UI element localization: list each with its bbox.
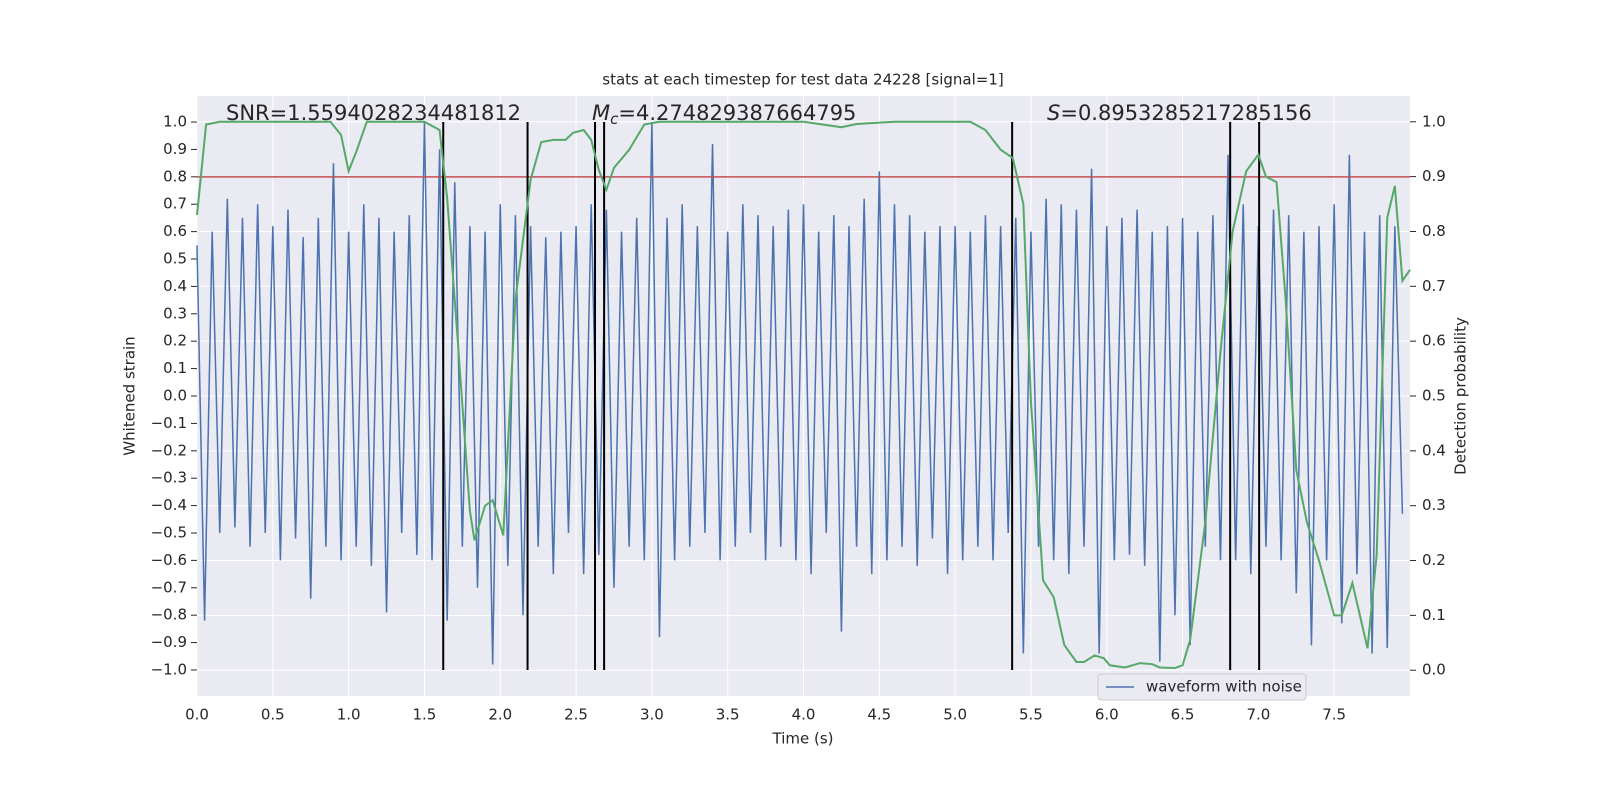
annotation: Mc=4.274829387664795: [592, 101, 856, 128]
annotation: SNR=1.5594028234481812: [226, 101, 521, 125]
series-line: [196, 122, 1404, 665]
y-tick-label: 0.4: [163, 277, 187, 295]
y-tick-label: −0.5: [151, 523, 187, 541]
x-tick-label: 7.0: [1246, 706, 1270, 724]
annotation-subscript: c: [610, 110, 619, 128]
y-tick-label: −1.0: [151, 660, 187, 678]
y-tick-label: 0.5: [163, 250, 187, 268]
x-tick-label: 0.0: [185, 706, 209, 724]
y2-tick-label: 0.1: [1422, 606, 1446, 624]
y-tick-label: −0.9: [151, 633, 187, 651]
y-tick-label: −0.4: [151, 496, 187, 514]
legend-box: [1097, 673, 1307, 701]
annotation-symbol: S: [1047, 101, 1060, 125]
y2-tick-label: 0.8: [1422, 222, 1446, 240]
x-tick-label: 6.0: [1095, 706, 1119, 724]
y2-tick-label: 0.6: [1422, 332, 1446, 350]
annotation-text: =0.8953285217285156: [1060, 101, 1311, 125]
y-tick-label: −0.6: [151, 551, 187, 569]
y2-tick-label: 0.5: [1422, 387, 1446, 405]
chart-title: stats at each timestep for test data 242…: [602, 71, 1003, 89]
x-tick-label: 5.5: [1019, 706, 1043, 724]
annotation-text: =4.274829387664795: [618, 101, 856, 125]
y-axis-label: Whitened strain: [121, 336, 139, 455]
annotation-symbol: M: [592, 101, 610, 125]
x-tick-label: 0.5: [261, 706, 285, 724]
y2-tick-label: 0.3: [1422, 496, 1446, 514]
x-tick-label: 3.0: [640, 706, 664, 724]
x-axis-label: Time (s): [772, 730, 834, 748]
y-tick-label: 0.8: [163, 167, 187, 185]
x-tick-label: 2.5: [564, 706, 588, 724]
x-tick-label: 7.5: [1322, 706, 1346, 724]
x-tick-label: 4.0: [792, 706, 816, 724]
annotation: S=0.8953285217285156: [1047, 101, 1312, 125]
y-tick-label: −0.2: [151, 441, 187, 459]
y2-tick-label: 1.0: [1422, 112, 1446, 130]
y2-axis-label: Detection probability: [1452, 317, 1470, 475]
y-tick-label: −0.3: [151, 469, 187, 487]
legend-label: waveform with noise: [1146, 678, 1302, 696]
y2-tick-label: 0.9: [1422, 167, 1446, 185]
x-tick-label: 4.5: [867, 706, 891, 724]
x-tick-label: 6.5: [1171, 706, 1195, 724]
x-tick-label: 1.5: [413, 706, 437, 724]
y-tick-label: 0.9: [163, 140, 187, 158]
y-tick-label: 0.0: [163, 387, 187, 405]
y2-tick-label: 0.4: [1422, 441, 1446, 459]
annotation-text: SNR=1.5594028234481812: [226, 101, 521, 125]
series-line: [196, 120, 1411, 670]
y2-tick-label: 0.2: [1422, 551, 1446, 569]
y-tick-label: −0.7: [151, 578, 187, 596]
x-tick-label: 3.5: [716, 706, 740, 724]
y-tick-label: −0.1: [151, 414, 187, 432]
y-tick-label: −0.8: [151, 606, 187, 624]
x-tick-label: 1.0: [337, 706, 361, 724]
y-tick-label: 1.0: [163, 113, 187, 131]
y-tick-label: 0.1: [163, 359, 187, 377]
x-tick-label: 5.0: [943, 706, 967, 724]
y2-tick-label: 0.0: [1422, 661, 1446, 679]
y2-tick-label: 0.7: [1422, 277, 1446, 295]
y-tick-label: 0.7: [163, 195, 187, 213]
y-tick-label: 0.3: [163, 304, 187, 322]
y-tick-label: 0.2: [163, 332, 187, 350]
x-tick-label: 2.0: [488, 706, 512, 724]
y-tick-label: 0.6: [163, 222, 187, 240]
